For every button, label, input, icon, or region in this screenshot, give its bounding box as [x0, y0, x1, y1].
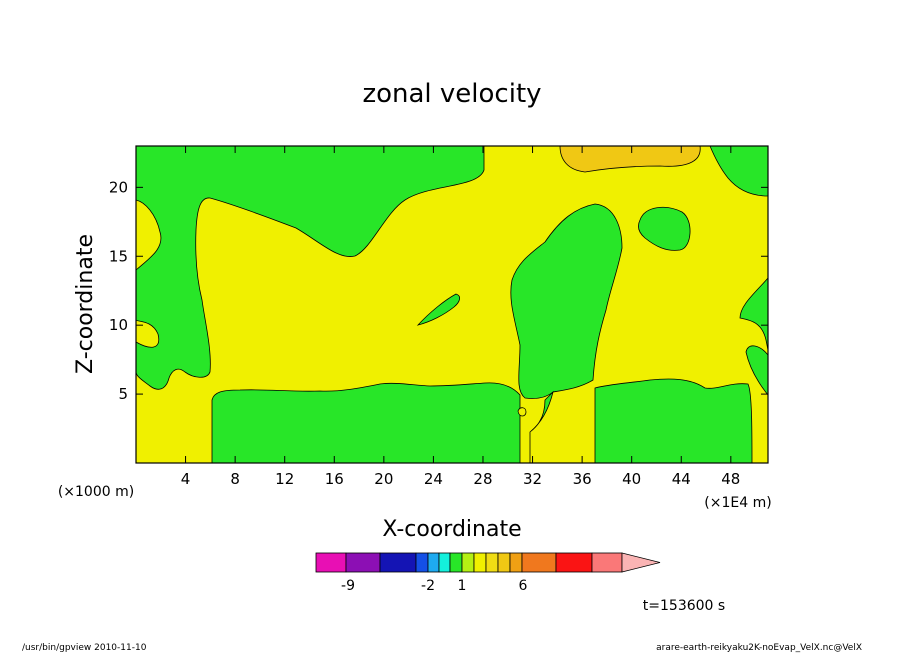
green-region-lower-left	[211, 382, 521, 463]
time-label: t=153600 s	[643, 598, 725, 614]
x-axis: 4 8 12 16 20 24 28 32 36 40 44 48	[181, 146, 740, 488]
colorbar-swatch	[345, 552, 381, 573]
green-blob-center	[510, 203, 623, 399]
colorbar-label: 1	[458, 578, 467, 594]
y-tick-label: 5	[118, 385, 128, 403]
x-tick-label: 36	[573, 470, 592, 488]
colorbar-swatch	[438, 552, 451, 573]
colorbar-swatch	[473, 552, 487, 573]
green-region-right-edge	[739, 277, 768, 351]
colorbar-label: -2	[421, 578, 435, 594]
x-tick-label: 44	[672, 470, 691, 488]
colorbar-swatch	[497, 552, 511, 573]
colorbar-swatch	[427, 552, 440, 573]
x-tick-label: 4	[181, 470, 191, 488]
x-unit-right: (×1E4 m)	[704, 495, 771, 511]
green-region-right-top	[709, 146, 768, 197]
x-tick-label: 16	[325, 470, 344, 488]
orange-region-top	[559, 146, 701, 173]
x-tick-label: 12	[275, 470, 294, 488]
colorbar-swatch	[461, 552, 475, 573]
yellow-dot	[517, 407, 527, 417]
x-tick-label: 8	[230, 470, 240, 488]
y-tick-label: 20	[109, 178, 128, 196]
colorbar-swatch	[509, 552, 523, 573]
colorbar-label: -9	[341, 578, 355, 594]
colorbar-swatch	[415, 552, 429, 573]
plot-frame	[135, 145, 769, 464]
footer-left: /usr/bin/gpview 2010-11-10	[22, 643, 147, 653]
green-island-right	[638, 206, 691, 251]
footer-right: arare-earth-reikyaku2K-noEvap_VelX.nc@Ve…	[656, 643, 862, 653]
colorbar-swatch	[591, 552, 623, 573]
y-tick-label: 15	[109, 247, 128, 265]
x-tick-label: 28	[473, 470, 492, 488]
green-region-right-edge-lower	[745, 345, 768, 396]
colorbar-label: 6	[519, 578, 528, 594]
x-tick-label: 24	[424, 470, 443, 488]
green-region-lower-right	[594, 378, 753, 463]
x-unit-left: (×1000 m)	[58, 484, 134, 500]
x-tick-label: 20	[374, 470, 393, 488]
y-tick-label: 10	[109, 316, 128, 334]
green-region-upper	[136, 146, 485, 390]
chart-title: zonal velocity	[362, 79, 541, 109]
colorbar-swatch	[521, 552, 557, 573]
colorbar-swatch	[379, 552, 417, 573]
x-tick-label: 48	[721, 470, 740, 488]
colorbar-swatch	[485, 552, 499, 573]
y-axis-label: Z-coordinate	[73, 234, 98, 374]
green-sliver	[416, 293, 460, 326]
y-axis: 5 10 15 20	[109, 178, 768, 403]
colorbar-swatch	[315, 552, 347, 573]
plot-area	[135, 145, 769, 464]
green-region-lower-middle	[529, 390, 554, 463]
x-axis-label: X-coordinate	[382, 517, 521, 542]
colorbar: -9 -2 1 6	[315, 552, 661, 594]
x-tick-label: 40	[622, 470, 641, 488]
x-tick-label: 32	[523, 470, 542, 488]
colorbar-arrow	[621, 552, 661, 573]
colorbar-swatch	[555, 552, 593, 573]
colorbar-swatch	[449, 552, 463, 573]
